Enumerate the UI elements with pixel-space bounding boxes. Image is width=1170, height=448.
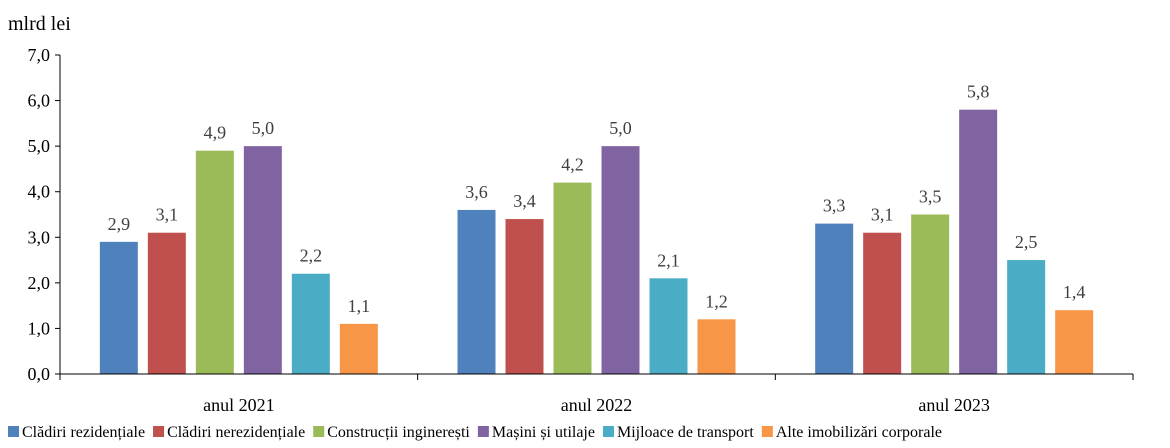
y-tick-label: 6,0 — [28, 91, 51, 111]
bar — [244, 146, 282, 374]
data-label: 3,1 — [871, 205, 894, 225]
bar — [554, 183, 592, 374]
data-label: 1,2 — [705, 291, 728, 311]
data-label: 2,2 — [300, 246, 323, 266]
bar — [100, 242, 138, 374]
data-label: 2,9 — [108, 214, 131, 234]
bar — [815, 224, 853, 374]
y-tick-label: 0,0 — [28, 364, 51, 384]
bar — [1007, 260, 1045, 374]
legend-swatch — [603, 426, 614, 437]
bar — [698, 319, 736, 374]
data-label: 5,0 — [609, 118, 632, 138]
data-label: 5,0 — [252, 118, 275, 138]
legend-label: Construcții inginerești — [327, 424, 470, 441]
data-label: 3,3 — [823, 196, 846, 216]
legend-swatch — [153, 426, 164, 437]
y-tick-label: 7,0 — [28, 45, 51, 65]
x-category-label: anul 2023 — [918, 395, 990, 415]
y-axis: 0,0 1,0 2,0 3,0 4,0 5,0 6,0 7,0 — [28, 45, 61, 384]
y-tick-label: 5,0 — [28, 136, 51, 156]
data-label: 2,1 — [657, 250, 680, 270]
x-category-label: anul 2021 — [203, 395, 275, 415]
legend-swatch — [478, 426, 489, 437]
legend-label: Clădiri nerezidențiale — [167, 424, 305, 441]
y-tick-label: 4,0 — [28, 182, 51, 202]
y-tick-label: 2,0 — [28, 273, 51, 293]
bar — [148, 233, 186, 374]
x-axis: anul 2021 anul 2022 anul 2023 — [60, 374, 1133, 415]
y-tick-label: 1,0 — [28, 318, 51, 338]
bar — [196, 151, 234, 374]
bar — [863, 233, 901, 374]
legend-label: Clădiri rezidențiale — [22, 424, 145, 441]
data-label: 3,5 — [919, 187, 942, 207]
data-label: 3,4 — [513, 191, 536, 211]
y-axis-unit-label: mlrd lei — [8, 13, 71, 35]
legend-label: Mijloace de transport — [617, 424, 754, 441]
legend-swatch — [313, 426, 324, 437]
legend: Clădiri rezidențiale Clădiri nerezidenția… — [8, 424, 942, 441]
data-label: 3,6 — [465, 182, 488, 202]
data-label: 1,4 — [1063, 282, 1086, 302]
data-label: 3,1 — [156, 205, 179, 225]
bar — [650, 278, 688, 374]
bars: 2,9 3,1 4,9 5,0 2,2 1,1 3,6 3,4 4,2 5,0 2,1 1,2 3,3 3… — [100, 82, 1093, 374]
bar — [1055, 310, 1093, 374]
y-tick-label: 3,0 — [28, 227, 51, 247]
bar — [458, 210, 496, 374]
bar — [506, 219, 544, 374]
data-label: 4,9 — [204, 123, 227, 143]
data-label: 4,2 — [561, 155, 584, 175]
legend-swatch — [8, 426, 19, 437]
x-category-label: anul 2022 — [561, 395, 633, 415]
bar — [292, 274, 330, 374]
legend-label: Mașini și utilaje — [492, 424, 595, 441]
bar — [911, 215, 949, 375]
data-label: 5,8 — [967, 82, 990, 102]
legend-label: Alte imobilizări corporale — [776, 424, 942, 441]
legend-swatch — [762, 426, 773, 437]
bar — [340, 324, 378, 374]
data-label: 2,5 — [1015, 232, 1038, 252]
bar — [602, 146, 640, 374]
bar — [959, 110, 997, 374]
data-label: 1,1 — [348, 296, 371, 316]
